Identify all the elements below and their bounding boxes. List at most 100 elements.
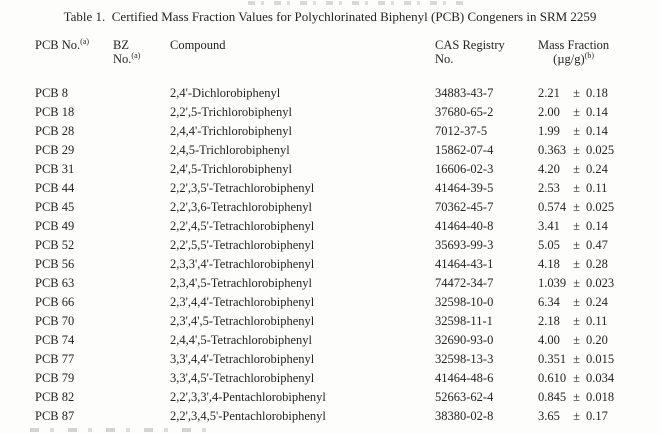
bz-no-cell bbox=[113, 312, 170, 331]
mass-fraction-value: 0.610 bbox=[538, 371, 567, 385]
plus-minus-symbol: ± bbox=[573, 409, 580, 423]
table-row: PCB 77 3,3',4,4'-Tetrachlorobiphenyl 325… bbox=[35, 350, 660, 369]
compound-cell: 2,3,4',5-Tetrachlorobiphenyl bbox=[170, 276, 312, 290]
compound-cell: 3,3',4,4'-Tetrachlorobiphenyl bbox=[170, 352, 315, 366]
mass-fraction-cell: 0.574 ±0.025 bbox=[538, 198, 660, 217]
pcb-no-cell: PCB 44 bbox=[35, 181, 75, 195]
cas-registry-cell: 35693-99-3 bbox=[435, 238, 494, 252]
mass-fraction-cell: 3.41 ±0.14 bbox=[538, 217, 660, 236]
pcb-no-cell: PCB 56 bbox=[35, 257, 75, 271]
compound-cell: 2,4,4',5-Tetrachlorobiphenyl bbox=[170, 333, 312, 347]
pcb-no-cell: PCB 28 bbox=[35, 124, 75, 138]
plus-minus-symbol: ± bbox=[573, 143, 580, 157]
header-mass-fraction-line1: Mass Fraction bbox=[538, 38, 610, 52]
mass-fraction-value: 2.53 bbox=[538, 181, 560, 195]
cas-registry-cell: 7012-37-5 bbox=[435, 124, 488, 138]
pcb-no-cell: PCB 52 bbox=[35, 238, 75, 252]
clipped-footnote-artifact bbox=[30, 428, 220, 432]
cas-registry-cell: 41464-43-1 bbox=[435, 257, 494, 271]
header-bz-no: BZ No.(a) bbox=[113, 38, 170, 66]
pcb-no-cell: PCB 70 bbox=[35, 314, 75, 328]
cas-registry-cell: 52663-62-4 bbox=[435, 390, 494, 404]
table-row: PCB 79 3,3',4,5'-Tetrachlorobiphenyl 414… bbox=[35, 369, 660, 388]
cas-registry-cell: 38380-02-8 bbox=[435, 409, 494, 423]
header-pcb-no-footmark: (a) bbox=[80, 36, 90, 46]
table-row: PCB 45 2,2',3,6-Tetrachlorobiphenyl 7036… bbox=[35, 198, 660, 217]
pcb-no-cell: PCB 63 bbox=[35, 276, 75, 290]
bz-no-cell bbox=[113, 331, 170, 350]
header-mass-fraction: Mass Fraction (µg/g)(b) bbox=[538, 38, 660, 66]
plus-minus-symbol: ± bbox=[573, 257, 580, 271]
mass-fraction-uncertainty: 0.18 bbox=[586, 86, 608, 100]
mass-fraction-uncertainty: 0.11 bbox=[586, 314, 608, 328]
table-row: PCB 70 2,3',4',5-Tetrachlorobiphenyl 325… bbox=[35, 312, 660, 331]
table-row: PCB 18 2,2',5-Trichlorobiphenyl 37680-65… bbox=[35, 103, 660, 122]
plus-minus-symbol: ± bbox=[573, 219, 580, 233]
mass-fraction-uncertainty: 0.018 bbox=[586, 390, 615, 404]
table-row: PCB 44 2,2',3,5'-Tetrachlorobiphenyl 414… bbox=[35, 179, 660, 198]
mass-fraction-uncertainty: 0.47 bbox=[586, 238, 608, 252]
clipped-text-artifact-top bbox=[248, 1, 463, 5]
pcb-no-cell: PCB 82 bbox=[35, 390, 75, 404]
compound-cell: 2,3',4,4'-Tetrachlorobiphenyl bbox=[170, 295, 315, 309]
mass-fraction-uncertainty: 0.20 bbox=[586, 333, 608, 347]
compound-cell: 3,3',4,5'-Tetrachlorobiphenyl bbox=[170, 371, 315, 385]
mass-fraction-cell: 0.610 ±0.034 bbox=[538, 369, 660, 388]
table-header-row: PCB No.(a) BZ No.(a) Compound CAS Regist… bbox=[35, 36, 660, 66]
mass-fraction-value: 6.34 bbox=[538, 295, 560, 309]
mass-fraction-value: 2.00 bbox=[538, 105, 560, 119]
cas-registry-cell: 74472-34-7 bbox=[435, 276, 494, 290]
bz-no-cell bbox=[113, 84, 170, 103]
mass-fraction-uncertainty: 0.11 bbox=[586, 181, 608, 195]
header-cas-registry: CAS Registry No. bbox=[435, 38, 538, 66]
header-cas-line2: No. bbox=[435, 52, 454, 66]
plus-minus-symbol: ± bbox=[573, 181, 580, 195]
mass-fraction-cell: 6.34 ±0.24 bbox=[538, 293, 660, 312]
pcb-no-cell: PCB 87 bbox=[35, 409, 75, 423]
table-row: PCB 52 2,2',5,5'-Tetrachlorobiphenyl 356… bbox=[35, 236, 660, 255]
mass-fraction-uncertainty: 0.17 bbox=[586, 409, 608, 423]
pcb-no-cell: PCB 45 bbox=[35, 200, 75, 214]
mass-fraction-value: 5.05 bbox=[538, 238, 560, 252]
table-row: PCB 31 2,4',5-Trichlorobiphenyl 16606-02… bbox=[35, 160, 660, 179]
compound-cell: 2,2',5-Trichlorobiphenyl bbox=[170, 105, 292, 119]
bz-no-cell bbox=[113, 160, 170, 179]
cas-registry-cell: 32598-11-1 bbox=[435, 314, 493, 328]
bz-no-cell bbox=[113, 198, 170, 217]
header-mass-fraction-line2: (µg/g)(b) bbox=[538, 50, 609, 66]
table-row: PCB 29 2,4,5-Trichlorobiphenyl 15862-07-… bbox=[35, 141, 660, 160]
header-units-label: (µg/g) bbox=[553, 52, 585, 66]
header-units-footmark: (b) bbox=[584, 50, 595, 60]
mass-fraction-cell: 2.18 ±0.11 bbox=[538, 312, 660, 331]
header-bz-line1: BZ bbox=[113, 38, 129, 52]
bz-no-cell bbox=[113, 103, 170, 122]
mass-fraction-value: 0.574 bbox=[538, 200, 567, 214]
pcb-no-cell: PCB 8 bbox=[35, 86, 69, 100]
mass-fraction-cell: 2.53 ±0.11 bbox=[538, 179, 660, 198]
table-row: PCB 87 2,2',3,4,5'-Pentachlorobiphenyl 3… bbox=[35, 407, 660, 426]
plus-minus-symbol: ± bbox=[573, 238, 580, 252]
compound-cell: 2,3',4',5-Tetrachlorobiphenyl bbox=[170, 314, 315, 328]
mass-fraction-cell: 5.05 ±0.47 bbox=[538, 236, 660, 255]
plus-minus-symbol: ± bbox=[573, 86, 580, 100]
bz-no-cell bbox=[113, 350, 170, 369]
header-bz-footmark: (a) bbox=[131, 50, 141, 60]
table-row: PCB 74 2,4,4',5-Tetrachlorobiphenyl 3269… bbox=[35, 331, 660, 350]
header-compound: Compound bbox=[170, 38, 226, 52]
mass-fraction-cell: 3.65 ±0.17 bbox=[538, 407, 660, 426]
mass-fraction-cell: 1.039 ±0.023 bbox=[538, 274, 660, 293]
compound-cell: 2,4'-Dichlorobiphenyl bbox=[170, 86, 281, 100]
cas-registry-cell: 15862-07-4 bbox=[435, 143, 494, 157]
cas-registry-cell: 41464-48-6 bbox=[435, 371, 494, 385]
mass-fraction-cell: 4.00 ±0.20 bbox=[538, 331, 660, 350]
bz-no-cell bbox=[113, 274, 170, 293]
compound-cell: 2,2',3,4,5'-Pentachlorobiphenyl bbox=[170, 409, 326, 423]
plus-minus-symbol: ± bbox=[573, 276, 580, 290]
mass-fraction-uncertainty: 0.14 bbox=[586, 219, 608, 233]
bz-no-cell bbox=[113, 141, 170, 160]
mass-fraction-value: 1.99 bbox=[538, 124, 560, 138]
pcb-no-cell: PCB 31 bbox=[35, 162, 75, 176]
table-body: PCB 8 2,4'-Dichlorobiphenyl 34883-43-7 2… bbox=[35, 84, 660, 426]
plus-minus-symbol: ± bbox=[573, 390, 580, 404]
